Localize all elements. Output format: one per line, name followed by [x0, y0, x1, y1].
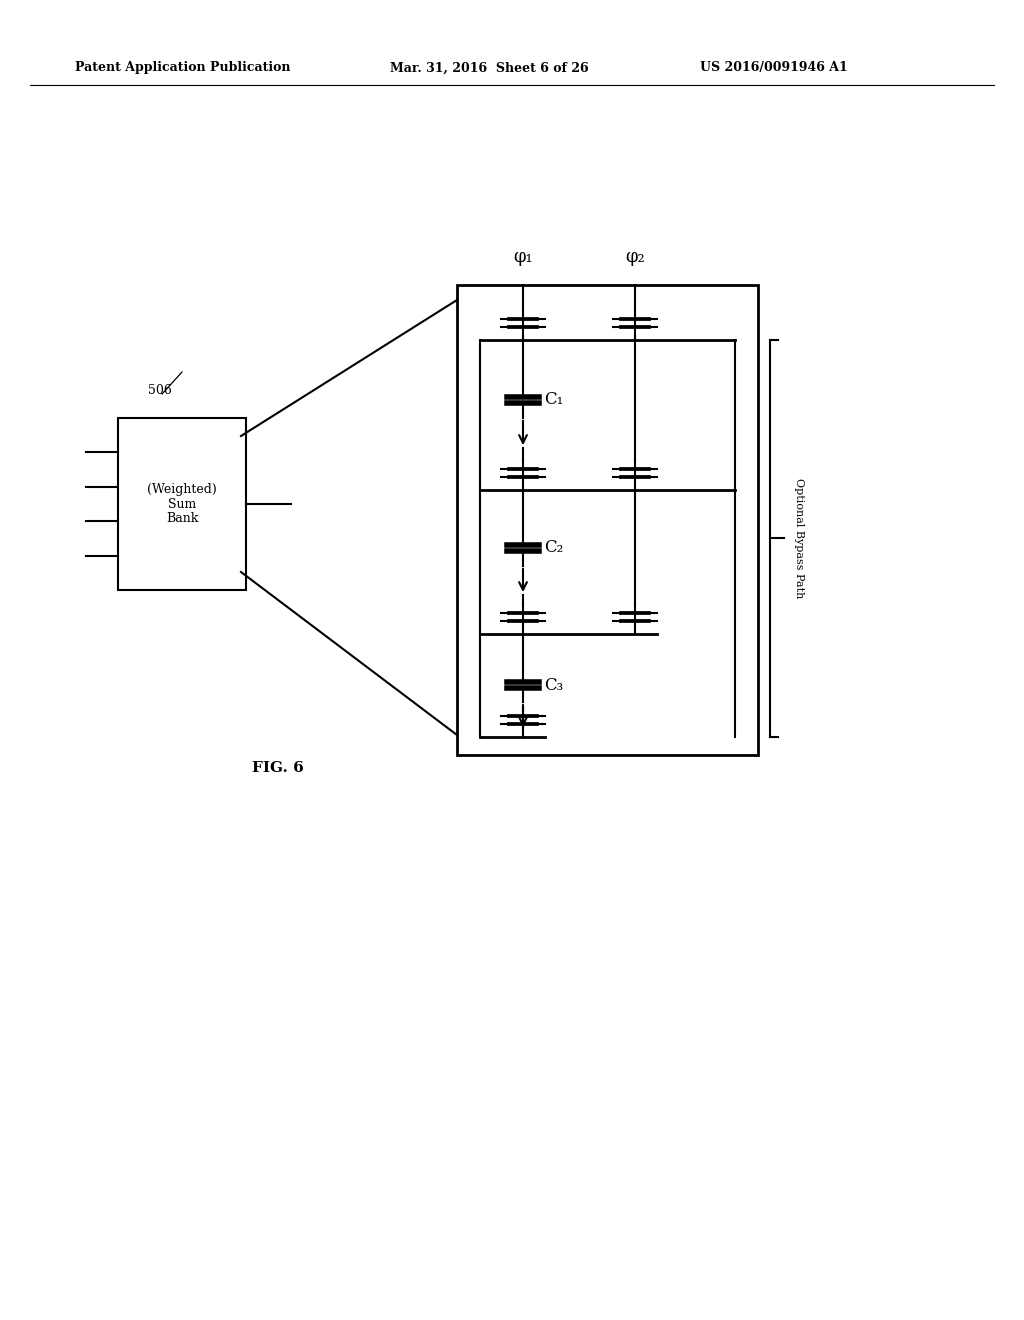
- Text: US 2016/0091946 A1: US 2016/0091946 A1: [700, 62, 848, 74]
- Text: φ₂: φ₂: [625, 248, 645, 267]
- Text: FIG. 6: FIG. 6: [252, 762, 304, 775]
- Text: Optional Bypass Path: Optional Bypass Path: [794, 478, 804, 598]
- Text: C₁: C₁: [544, 392, 563, 408]
- Text: 506: 506: [148, 384, 172, 396]
- Bar: [457, 285, 758, 755]
- Text: Mar. 31, 2016  Sheet 6 of 26: Mar. 31, 2016 Sheet 6 of 26: [390, 62, 589, 74]
- Text: C₃: C₃: [544, 676, 563, 693]
- Text: (Weighted)
Sum
Bank: (Weighted) Sum Bank: [147, 483, 217, 525]
- Text: C₂: C₂: [544, 540, 563, 557]
- Bar: [118, 418, 246, 590]
- Text: Patent Application Publication: Patent Application Publication: [75, 62, 291, 74]
- Text: φ₁: φ₁: [513, 248, 532, 267]
